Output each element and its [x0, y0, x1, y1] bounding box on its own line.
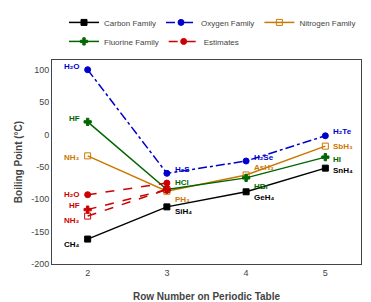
- svg-text:50: 50: [39, 97, 49, 107]
- svg-text:Row Number on Periodic Table: Row Number on Periodic Table: [133, 291, 280, 302]
- svg-text:HI: HI: [333, 155, 341, 164]
- svg-text:-50: -50: [36, 162, 49, 172]
- svg-text:2: 2: [85, 268, 90, 278]
- svg-text:PH₃: PH₃: [175, 195, 190, 204]
- svg-text:H₂Se: H₂Se: [254, 153, 274, 162]
- svg-text:HF: HF: [69, 201, 80, 210]
- svg-text:100: 100: [34, 65, 49, 75]
- svg-text:Nitrogen Family: Nitrogen Family: [299, 19, 355, 28]
- svg-text:H₂O: H₂O: [64, 190, 80, 199]
- svg-text:SnH₄: SnH₄: [333, 166, 353, 175]
- svg-text:Fluorine Family: Fluorine Family: [104, 38, 159, 47]
- svg-text:NH₃: NH₃: [64, 216, 80, 225]
- svg-text:SiH₄: SiH₄: [175, 207, 192, 216]
- svg-text:AsH₃: AsH₃: [254, 163, 274, 172]
- svg-text:-100: -100: [31, 194, 49, 204]
- svg-text:HF: HF: [69, 114, 80, 123]
- svg-text:HCl: HCl: [175, 178, 189, 187]
- svg-text:HBr: HBr: [254, 182, 269, 191]
- svg-text:Boiling Point (°C): Boiling Point (°C): [13, 121, 24, 203]
- svg-text:3: 3: [164, 268, 169, 278]
- svg-text:SbH₃: SbH₃: [333, 142, 353, 151]
- svg-text:H₂Te: H₂Te: [333, 127, 352, 136]
- svg-text:NH₃: NH₃: [64, 153, 80, 162]
- svg-text:Oxygen Family: Oxygen Family: [201, 19, 254, 28]
- svg-text:5: 5: [323, 268, 328, 278]
- svg-text:CH₄: CH₄: [64, 240, 80, 249]
- svg-text:H₂S: H₂S: [175, 165, 190, 174]
- svg-text:0: 0: [44, 130, 49, 140]
- svg-text:Estimates: Estimates: [204, 38, 239, 47]
- svg-text:-200: -200: [31, 259, 49, 269]
- svg-text:4: 4: [244, 268, 249, 278]
- svg-text:-150: -150: [31, 227, 49, 237]
- svg-text:H₂O: H₂O: [64, 62, 80, 71]
- svg-text:GeH₄: GeH₄: [254, 193, 274, 202]
- svg-text:Carbon Family: Carbon Family: [104, 19, 156, 28]
